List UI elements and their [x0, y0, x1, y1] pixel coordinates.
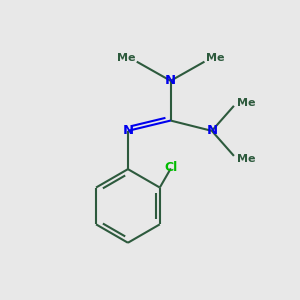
Text: Me: Me: [237, 154, 255, 164]
Text: Me: Me: [206, 53, 224, 63]
Text: N: N: [165, 74, 176, 87]
Text: Me: Me: [237, 98, 255, 108]
Text: N: N: [206, 124, 218, 137]
Text: Me: Me: [117, 53, 135, 63]
Text: Cl: Cl: [164, 161, 178, 174]
Text: N: N: [122, 124, 134, 137]
